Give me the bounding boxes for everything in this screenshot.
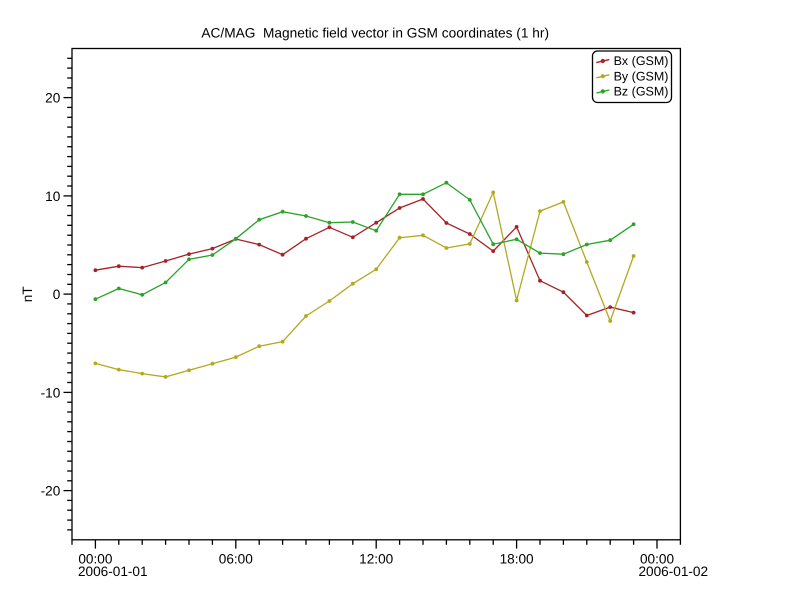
svg-text:-10: -10 [41, 385, 61, 400]
svg-text:12:00: 12:00 [359, 552, 393, 567]
svg-text:06:00: 06:00 [219, 552, 253, 567]
svg-text:Bx (GSM): Bx (GSM) [614, 54, 669, 68]
svg-text:nT: nT [20, 286, 35, 302]
svg-text:-20: -20 [41, 484, 61, 499]
svg-text:Bz (GSM): Bz (GSM) [614, 85, 669, 99]
svg-text:00:00: 00:00 [78, 552, 112, 567]
svg-text:2006-01-01: 2006-01-01 [78, 564, 148, 579]
svg-text:10: 10 [45, 189, 61, 204]
svg-text:20: 20 [45, 91, 61, 106]
svg-text:By (GSM): By (GSM) [614, 69, 669, 83]
svg-text:0: 0 [53, 287, 61, 302]
svg-text:18:00: 18:00 [500, 552, 534, 567]
svg-text:2006-01-02: 2006-01-02 [639, 564, 709, 579]
svg-text:AC/MAG Magnetic field vector: AC/MAG Magnetic field vector in GSM coor… [201, 26, 549, 41]
svg-text:00:00: 00:00 [640, 552, 674, 567]
